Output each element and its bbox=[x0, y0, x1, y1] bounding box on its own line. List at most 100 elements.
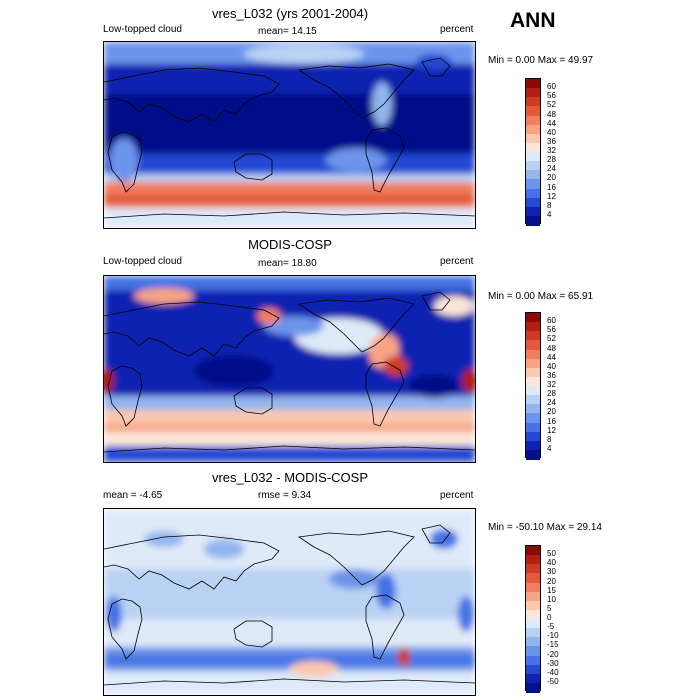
colorbar-swatch bbox=[526, 386, 540, 396]
colorbar-swatch bbox=[526, 600, 540, 611]
colorbar-tick-label: 52 bbox=[547, 334, 556, 344]
colorbar-tick-label: 48 bbox=[547, 343, 556, 353]
colorbar-tick-label: 40 bbox=[547, 361, 556, 371]
colorbar-swatch bbox=[526, 358, 540, 369]
colorbar-tick-label: 0 bbox=[547, 613, 552, 622]
colorbar-tick-label: 8 bbox=[547, 434, 552, 444]
colorbar-swatch bbox=[526, 115, 540, 126]
colorbar-swatch bbox=[526, 322, 540, 332]
colorbar-tick-label: 36 bbox=[547, 370, 556, 380]
colorbar-tick-label: 20 bbox=[547, 173, 556, 183]
colorbar-tick-label: 60 bbox=[547, 316, 556, 326]
colorbar-swatch bbox=[526, 449, 540, 460]
colorbar-box bbox=[525, 545, 541, 693]
colorbar-tick-label: 24 bbox=[547, 398, 556, 408]
colorbar-swatch bbox=[526, 673, 540, 684]
colorbar-swatch bbox=[526, 197, 540, 208]
colorbar-swatch bbox=[526, 404, 540, 414]
panel1-title: vres_L032 (yrs 2001-2004) bbox=[211, 6, 369, 21]
colorbar-swatch bbox=[526, 215, 540, 226]
colorbar-tick-label: 32 bbox=[547, 146, 556, 155]
colorbar-tick-label: 20 bbox=[547, 576, 556, 586]
colorbar-swatch bbox=[526, 79, 540, 89]
colorbar-tick-label: 44 bbox=[547, 118, 556, 128]
colorbar-swatch bbox=[526, 349, 540, 360]
colorbar-tick-label: 20 bbox=[547, 407, 556, 417]
panel3-mean: mean = -4.65 bbox=[103, 490, 163, 501]
colorbar-tick-label: 36 bbox=[547, 136, 556, 146]
colorbar-swatch bbox=[526, 546, 540, 556]
colorbar-tick-label: 5 bbox=[547, 603, 552, 613]
panel2-left-label: Low-topped cloud bbox=[103, 256, 182, 267]
panel3-rmse: rmse = 9.34 bbox=[258, 490, 312, 501]
colorbar-swatch bbox=[526, 413, 540, 423]
colorbar-tick-label: 52 bbox=[547, 100, 556, 110]
colorbar-swatch bbox=[526, 206, 540, 217]
colorbar-tick-label: 44 bbox=[547, 352, 556, 362]
panel2-title: MODIS-COSP bbox=[248, 237, 332, 252]
colorbar-swatch bbox=[526, 637, 540, 647]
colorbar-tick-label: -50 bbox=[547, 676, 559, 686]
colorbar-swatch bbox=[526, 628, 540, 638]
colorbar-swatch bbox=[526, 395, 540, 405]
colorbar-tick-label: 15 bbox=[547, 585, 556, 595]
panel2-units: percent bbox=[440, 256, 474, 267]
colorbar-tick-label: 28 bbox=[547, 155, 556, 165]
colorbar-swatch bbox=[526, 431, 540, 442]
panel1-mean: mean= 14.15 bbox=[258, 26, 317, 37]
colorbar-swatch bbox=[526, 555, 540, 565]
panel3-map bbox=[103, 508, 476, 696]
colorbar-box bbox=[525, 312, 541, 460]
season-label: ANN bbox=[510, 9, 556, 32]
panel1-left-label: Low-topped cloud bbox=[103, 24, 182, 35]
colorbar-swatch bbox=[526, 142, 540, 153]
colorbar-swatch bbox=[526, 170, 540, 180]
colorbar-tick-label: 8 bbox=[547, 200, 552, 210]
colorbar-tick-label: -30 bbox=[547, 658, 559, 668]
colorbar-tick-label: 56 bbox=[547, 325, 556, 335]
colorbar-tick-label: 56 bbox=[547, 91, 556, 101]
colorbar-swatch bbox=[526, 440, 540, 451]
colorbar-tick-label: 10 bbox=[547, 594, 556, 604]
colorbar-tick-label: 48 bbox=[547, 109, 556, 119]
colorbar-tick-label: 40 bbox=[547, 127, 556, 137]
colorbar-swatch bbox=[526, 340, 540, 350]
colorbar-tick-label: 60 bbox=[547, 82, 556, 92]
colorbar-tick-label: 40 bbox=[547, 558, 556, 568]
colorbar-swatch bbox=[526, 313, 540, 323]
colorbar-tick-label: 16 bbox=[547, 416, 556, 426]
colorbar-tick-label: 24 bbox=[547, 164, 556, 174]
colorbar-swatch bbox=[526, 97, 540, 107]
colorbar-swatch bbox=[526, 179, 540, 189]
colorbar-swatch bbox=[526, 573, 540, 583]
colorbar-tick-label: 50 bbox=[547, 549, 556, 559]
panel3-title: vres_L032 - MODIS-COSP bbox=[211, 470, 369, 485]
colorbar-swatch bbox=[526, 564, 540, 574]
colorbar-swatch bbox=[526, 133, 540, 144]
panel2-minmax: Min = 0.00 Max = 65.91 bbox=[488, 291, 594, 302]
colorbar-swatch bbox=[526, 376, 540, 387]
colorbar-swatch bbox=[526, 152, 540, 162]
colorbar-swatch bbox=[526, 106, 540, 116]
panel3-minmax: Min = -50.10 Max = 29.14 bbox=[488, 522, 602, 533]
panel3-units: percent bbox=[440, 490, 474, 501]
colorbar-swatch bbox=[526, 331, 540, 341]
colorbar-swatch bbox=[526, 646, 540, 656]
colorbar-swatch bbox=[526, 591, 540, 602]
colorbar-tick-label: -40 bbox=[547, 667, 559, 677]
panel1-units: percent bbox=[440, 24, 474, 35]
colorbar-swatch bbox=[526, 664, 540, 675]
colorbar-tick-label: 28 bbox=[547, 389, 556, 399]
panel2-map bbox=[103, 275, 476, 463]
colorbar-tick-label: 30 bbox=[547, 567, 556, 577]
colorbar-swatch bbox=[526, 88, 540, 98]
colorbar-swatch bbox=[526, 367, 540, 378]
panel1-minmax: Min = 0.00 Max = 49.97 bbox=[488, 55, 594, 66]
colorbar-swatch bbox=[526, 161, 540, 171]
colorbar-tick-label: -5 bbox=[547, 622, 555, 632]
colorbar-tick-label: 4 bbox=[547, 443, 552, 453]
colorbar-swatch bbox=[526, 619, 540, 629]
colorbar-swatch bbox=[526, 124, 540, 135]
colorbar-box bbox=[525, 78, 541, 226]
colorbar-swatch bbox=[526, 655, 540, 666]
